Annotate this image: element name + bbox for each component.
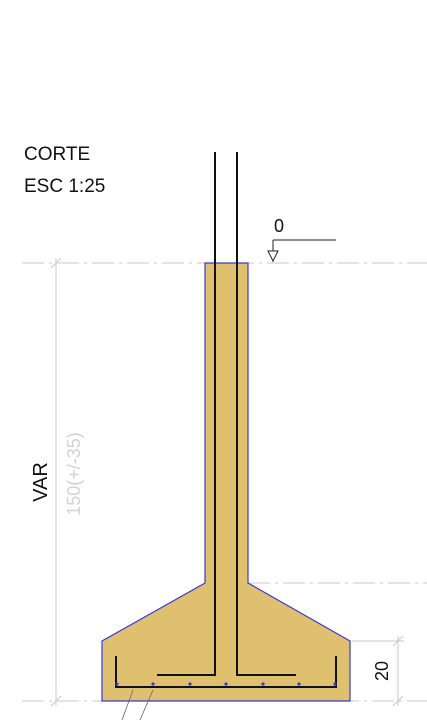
base-dim-tick-top	[392, 635, 404, 647]
height-label: VAR	[30, 462, 52, 502]
rebar-dot	[297, 682, 301, 686]
height-dim-tick-bottom	[50, 695, 62, 707]
leader-line-a	[121, 689, 134, 720]
base-dim-tick-bottom	[392, 695, 404, 707]
rebar-dot	[151, 682, 155, 686]
rebar-vertical-right	[236, 152, 296, 676]
rebar-vertical-left	[157, 152, 216, 676]
height-dim-tick-top	[50, 257, 62, 269]
rebar-dot	[224, 682, 228, 686]
rebar-dot	[261, 682, 265, 686]
rebar-dot	[188, 682, 192, 686]
scale-label: ESC 1:25	[24, 176, 106, 197]
level-value: 0	[274, 216, 284, 236]
rebar-bottom-mesh	[115, 656, 337, 688]
level-triangle-icon	[267, 250, 279, 263]
level-marker: 0	[267, 216, 336, 263]
section-title: CORTE	[24, 144, 91, 165]
rebar-dot	[115, 682, 119, 686]
rebar-cross-sections	[115, 682, 337, 686]
leader-line-b	[139, 689, 154, 720]
rebar-dot	[333, 682, 337, 686]
base-thickness-label: 20	[372, 661, 392, 681]
concrete-footing-section	[101, 262, 351, 702]
height-note: 150(+/-35)	[64, 432, 84, 516]
